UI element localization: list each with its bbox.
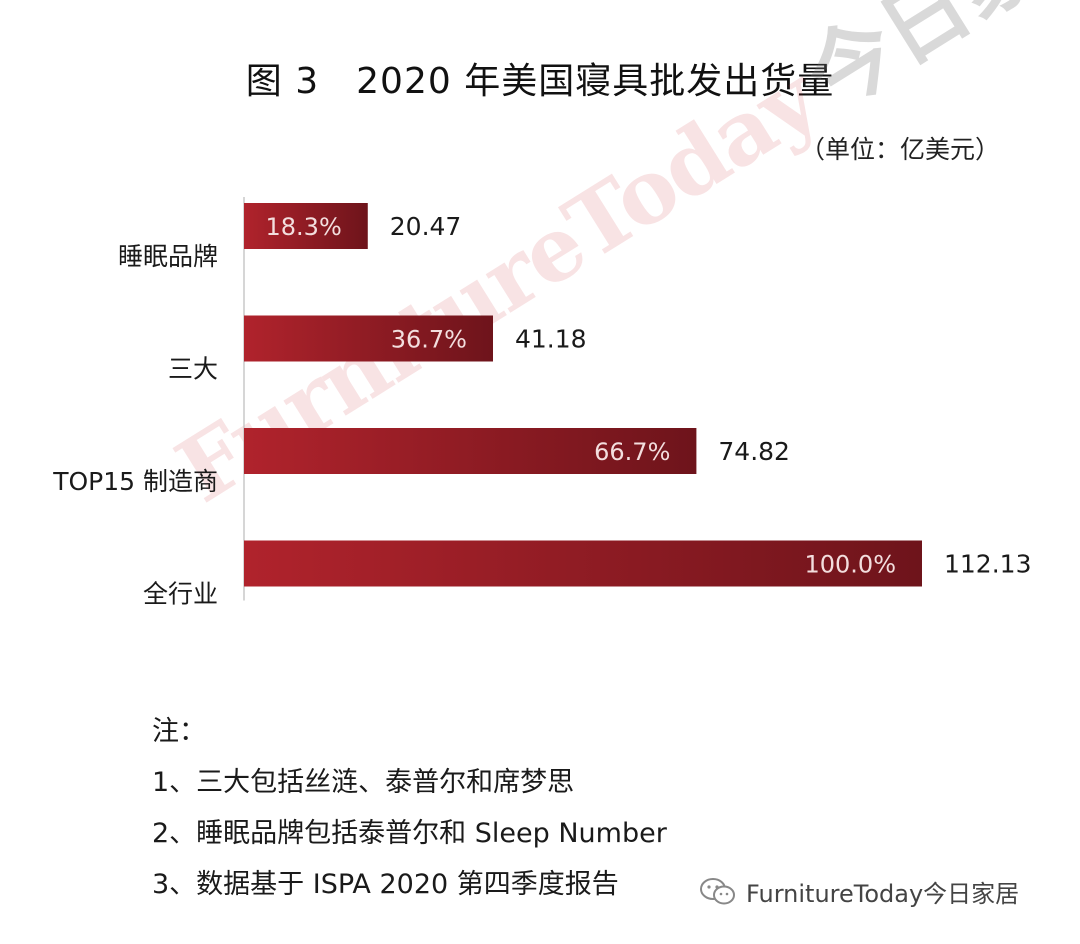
bar [244,428,697,474]
bar-value-label: 41.18 [515,325,587,354]
notes: 注： 1、三大包括丝涟、泰普尔和席梦思 2、睡眠品牌包括泰普尔和 Sleep N… [152,706,667,910]
bar-percent-label: 100.0% [804,551,896,579]
bar [244,203,368,249]
bar-percent-label: 18.3% [266,213,342,241]
category-label: 睡眠品牌 [118,242,218,271]
notes-heading: 注： [152,716,206,747]
wechat-footer: FurnitureToday今日家居 [698,874,1019,909]
unit-label: （单位：亿美元） [800,135,1001,164]
note-item: 1、三大包括丝涟、泰普尔和席梦思 [152,767,575,798]
wechat-icon [698,876,738,908]
bar-value-label: 112.13 [944,550,1031,579]
note-item: 3、数据基于 ISPA 2020 第四季度报告 [152,869,619,900]
category-label: TOP15 制造商 [52,467,218,496]
bar [244,540,922,587]
bar-value-label: 20.47 [390,212,462,241]
bar-percent-label: 36.7% [391,326,467,354]
chart-title: 图 3 2020 年美国寝具批发出货量 [245,61,835,102]
category-label: 三大 [168,355,218,384]
footer-text: FurnitureToday今日家居 [746,880,1020,908]
bar-value-label: 74.82 [718,437,790,466]
note-item: 2、睡眠品牌包括泰普尔和 Sleep Number [152,818,667,849]
bar [244,315,493,362]
bar-percent-label: 66.7% [594,438,670,466]
category-label: 全行业 [143,580,218,609]
